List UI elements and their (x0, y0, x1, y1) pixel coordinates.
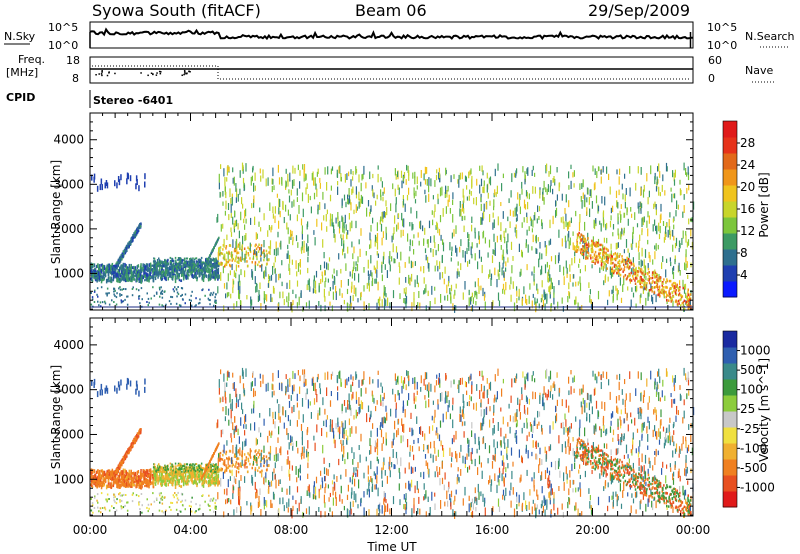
colorbar-tick-label: -100 (740, 441, 767, 455)
freq-left-label-1: Freq. (18, 53, 45, 66)
range-tick-label: 3000 (53, 383, 84, 397)
time-tick-label: 04:00 (173, 523, 208, 537)
range-tick-label: 1000 (53, 472, 84, 486)
nave-trace (92, 65, 690, 80)
velocity-panel: 1000 2000 3000 4000 Slant Range [km] (49, 317, 695, 519)
colorbar-tick-label: 500 (740, 363, 763, 377)
range-tick-label: 2000 (53, 427, 84, 441)
colorbar-tick-label: 100 (740, 383, 763, 397)
plot-title: Syowa South (fitACF) (92, 1, 261, 20)
time-axis: 00:00 04:00 08:00 12:00 16:00 20:00 00:00 (73, 523, 711, 537)
colorbar-tick-label: -1000 (740, 480, 775, 494)
power-data (90, 162, 695, 313)
colorbar-tick-label: 25 (740, 402, 755, 416)
time-axis-label: Time UT (366, 540, 417, 554)
colorbar-tick-label: 4 (740, 268, 748, 282)
time-tick-label: 12:00 (374, 523, 409, 537)
range-tick-label: 3000 (53, 177, 84, 191)
colorbar-tick-label: -500 (740, 461, 767, 475)
power-axes: 1000 2000 3000 4000 (53, 113, 694, 310)
colorbar-tick-label: 16 (740, 202, 755, 216)
freq-left-label-2: [MHz] (6, 66, 38, 79)
time-tick-label: 00:00 (73, 523, 108, 537)
velocity-ylabel: Slant Range [km] (49, 365, 63, 469)
range-tick-label: 4000 (53, 133, 84, 147)
velocity-colorbar: -1000 -500 -100 -25 25 100 500 1000 (722, 330, 775, 508)
noise-panel: N.Sky 10^5 10^0 10^5 10^0 N.Search (4, 21, 795, 52)
range-tick-label: 4000 (53, 338, 84, 352)
colorbar-tick-label: 8 (740, 246, 748, 260)
time-tick-label: 08:00 (274, 523, 309, 537)
range-tick-label: 1000 (53, 266, 84, 280)
time-tick-label: 16:00 (475, 523, 510, 537)
colorbar-tick-label: 1000 (740, 344, 771, 358)
freq-tick-18: 18 (66, 54, 80, 67)
range-tick-label: 2000 (53, 222, 84, 236)
cpid-label: CPID (6, 91, 35, 104)
time-tick-label: 20:00 (575, 523, 610, 537)
noise-tick-bottom-right: 10^0 (707, 39, 737, 52)
time-tick-label: 00:00 (676, 523, 711, 537)
colorbar-tick-label: 20 (740, 180, 755, 194)
beam-label: Beam 06 (355, 1, 427, 20)
freq-dots (95, 70, 191, 77)
power-ylabel: Slant Range [km] (49, 160, 63, 264)
colorbar-tick-label: 28 (740, 136, 755, 150)
date-label: 29/Sep/2009 (588, 1, 690, 20)
power-colorbar-label: Power [dB] (757, 172, 771, 237)
freq-panel: Freq. [MHz] 18 8 60 0 Nave (6, 53, 776, 85)
nave-label: Nave (745, 64, 773, 77)
colorbar-tick-label: 12 (740, 224, 755, 238)
velocity-data (90, 367, 695, 519)
colorbar-tick-label: -25 (740, 422, 760, 436)
power-colorbar: 4 8 12 16 20 24 28 (722, 120, 755, 298)
power-panel: 1000 2000 3000 4000 Slant Range [km] (49, 112, 695, 313)
nave-tick-0: 0 (708, 72, 715, 85)
noise-tick-top: 10^5 (48, 21, 78, 34)
nave-tick-60: 60 (708, 54, 722, 67)
noise-trace (89, 27, 693, 48)
noise-tick-bottom: 10^0 (48, 39, 78, 52)
colorbar-tick-label: 24 (740, 158, 755, 172)
freq-tick-8: 8 (72, 72, 79, 85)
cpid-value: Stereo -6401 (93, 94, 173, 107)
noise-right-label: N.Search (745, 30, 795, 43)
noise-tick-top-right: 10^5 (707, 21, 737, 34)
velocity-axes: 1000 2000 3000 4000 (53, 318, 694, 516)
velocity-colorbar-label: Velocity [m s^-1] (757, 358, 771, 462)
noise-left-label: N.Sky (4, 30, 36, 43)
